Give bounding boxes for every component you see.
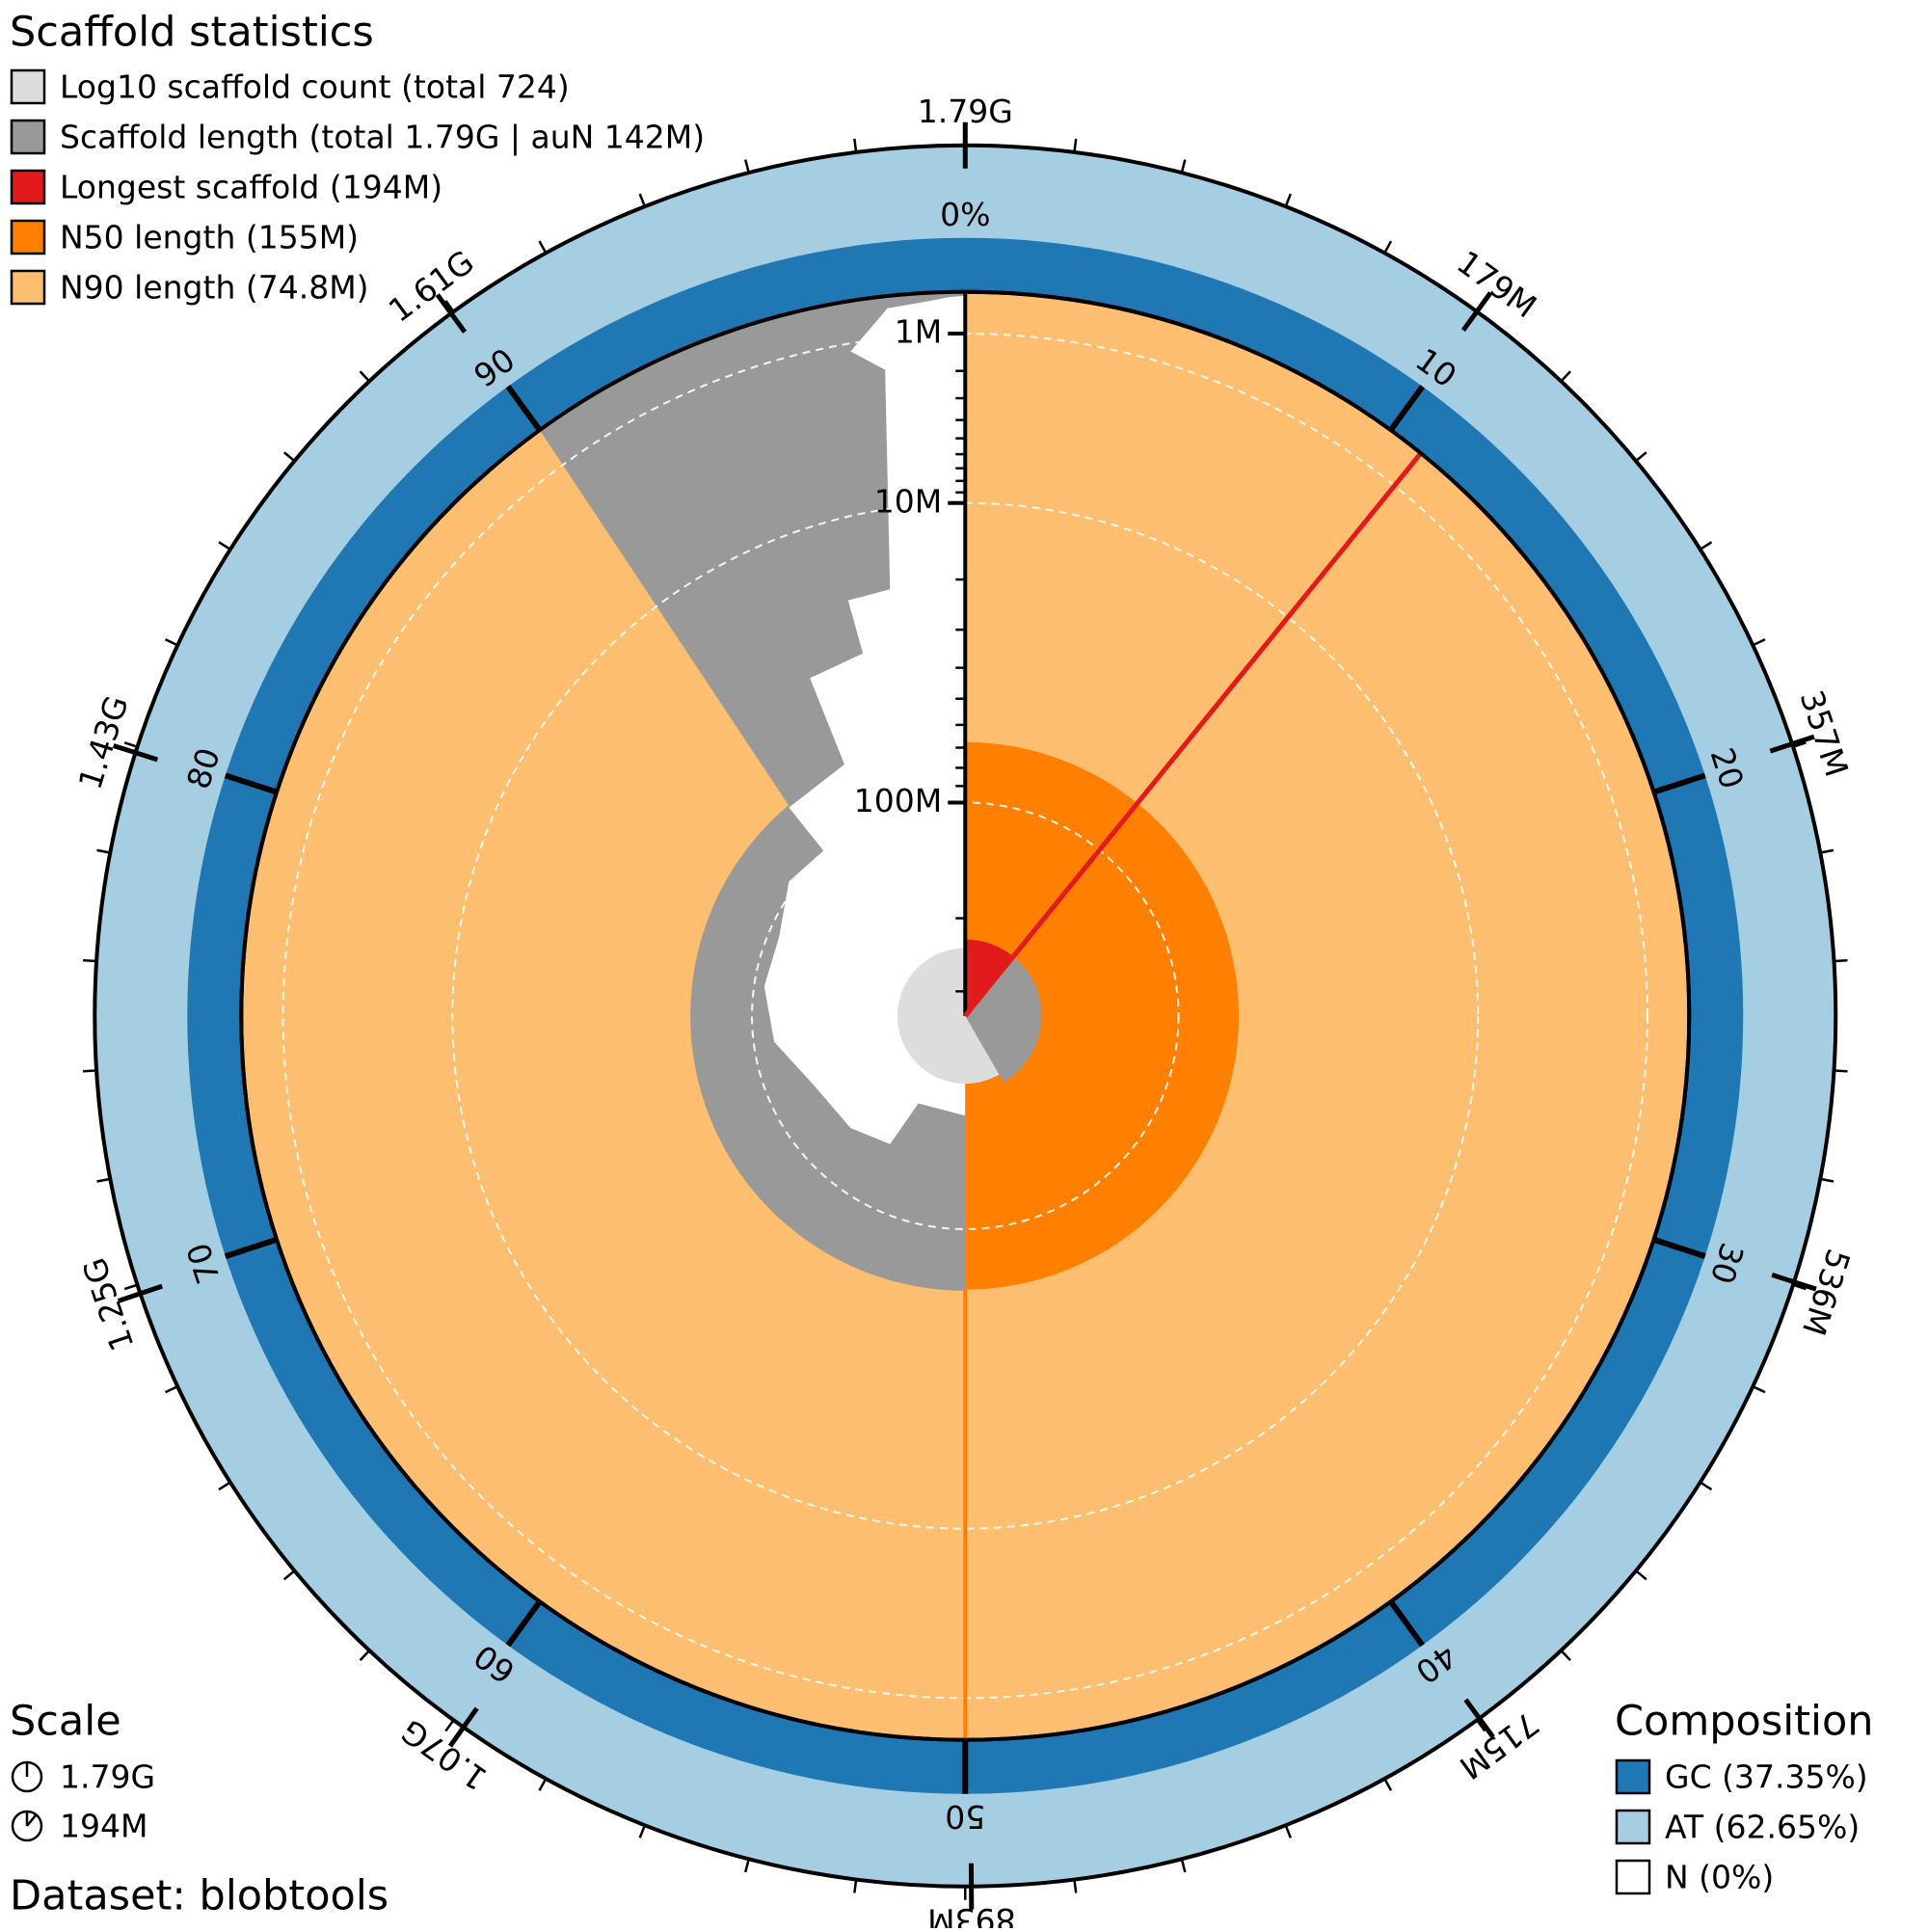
length-minor-tick bbox=[1700, 1483, 1712, 1490]
length-minor-tick bbox=[1820, 1179, 1834, 1182]
length-minor-tick bbox=[745, 160, 748, 174]
legend-swatch bbox=[12, 171, 44, 203]
length-minor-tick bbox=[1561, 371, 1570, 381]
length-minor-tick bbox=[1384, 1779, 1391, 1790]
length-minor-tick bbox=[219, 542, 230, 550]
length-minor-tick bbox=[1753, 639, 1765, 645]
length-minor-tick bbox=[1753, 1386, 1765, 1392]
length-minor-tick bbox=[284, 452, 295, 461]
length-minor-tick bbox=[1700, 542, 1712, 550]
length-minor-tick bbox=[854, 1880, 856, 1893]
scale-icon-hand bbox=[27, 1814, 36, 1826]
length-tick-label: 536M bbox=[1795, 1245, 1858, 1340]
length-minor-tick bbox=[83, 1070, 96, 1071]
percent-tick-label: 50 bbox=[945, 1798, 985, 1836]
length-minor-tick bbox=[1636, 452, 1647, 461]
length-minor-tick bbox=[284, 1570, 295, 1579]
legend-swatch bbox=[12, 221, 44, 254]
length-minor-tick bbox=[1182, 1859, 1185, 1872]
composition-label: N (0%) bbox=[1665, 1859, 1774, 1896]
length-minor-tick bbox=[1286, 1825, 1291, 1838]
legend-label: N50 length (155M) bbox=[60, 219, 359, 256]
length-minor-tick bbox=[219, 1483, 230, 1490]
composition-label: AT (62.65%) bbox=[1665, 1809, 1860, 1846]
length-minor-tick bbox=[1384, 241, 1391, 253]
legend-swatch bbox=[12, 70, 44, 103]
length-minor-tick bbox=[97, 850, 111, 853]
length-minor-tick bbox=[124, 1285, 137, 1289]
length-minor-tick bbox=[1636, 1570, 1647, 1579]
composition-title: Composition bbox=[1615, 1698, 1874, 1746]
scale-label: 1.79G bbox=[60, 1758, 155, 1796]
length-minor-tick bbox=[1182, 160, 1185, 174]
length-minor-tick bbox=[745, 1859, 748, 1872]
legend-swatch bbox=[12, 121, 44, 153]
length-minor-tick bbox=[1286, 194, 1291, 206]
legend-label: Scaffold length (total 1.79G | auN 142M) bbox=[60, 119, 705, 156]
legend-label: Log10 scaffold count (total 724) bbox=[60, 68, 570, 106]
length-tick-label: 1.79G bbox=[918, 93, 1013, 130]
length-minor-tick bbox=[166, 639, 178, 645]
r-tick-label: 100M bbox=[854, 782, 942, 819]
dataset-label: Dataset: blobtools bbox=[10, 1872, 388, 1920]
percent-zero-label: 0% bbox=[940, 196, 990, 233]
scale-title: Scale bbox=[10, 1698, 121, 1746]
r-tick-label: 10M bbox=[874, 482, 942, 520]
length-minor-tick bbox=[640, 194, 645, 206]
length-minor-tick bbox=[854, 139, 856, 152]
legend-swatch bbox=[12, 271, 44, 304]
length-minor-tick bbox=[361, 371, 370, 381]
composition-label: GC (37.35%) bbox=[1665, 1758, 1868, 1796]
composition-swatch bbox=[1617, 1760, 1649, 1793]
scale-label: 194M bbox=[60, 1808, 147, 1845]
length-minor-tick bbox=[124, 742, 137, 746]
length-minor-tick bbox=[361, 1650, 370, 1660]
length-minor-tick bbox=[540, 241, 547, 253]
length-minor-tick bbox=[1074, 1880, 1076, 1893]
legend-label: Longest scaffold (194M) bbox=[60, 169, 442, 206]
legend-label: N90 length (74.8M) bbox=[60, 269, 369, 307]
composition-swatch bbox=[1617, 1861, 1649, 1893]
length-minor-tick bbox=[1820, 850, 1834, 853]
chart-title: Scaffold statistics bbox=[10, 9, 374, 57]
length-minor-tick bbox=[1834, 960, 1847, 961]
composition-swatch bbox=[1617, 1811, 1649, 1843]
r-tick-label: 1M bbox=[895, 313, 942, 351]
length-minor-tick bbox=[445, 1720, 453, 1731]
length-minor-tick bbox=[1074, 139, 1076, 152]
length-minor-tick bbox=[540, 1779, 547, 1790]
length-minor-tick bbox=[97, 1179, 111, 1182]
length-minor-tick bbox=[83, 960, 96, 961]
length-tick-label: 893M bbox=[927, 1901, 1016, 1928]
length-minor-tick bbox=[166, 1386, 178, 1392]
length-tick-label: 357M bbox=[1793, 685, 1857, 781]
length-minor-tick bbox=[640, 1825, 645, 1838]
length-minor-tick bbox=[1561, 1650, 1570, 1660]
length-minor-tick bbox=[1834, 1070, 1847, 1071]
